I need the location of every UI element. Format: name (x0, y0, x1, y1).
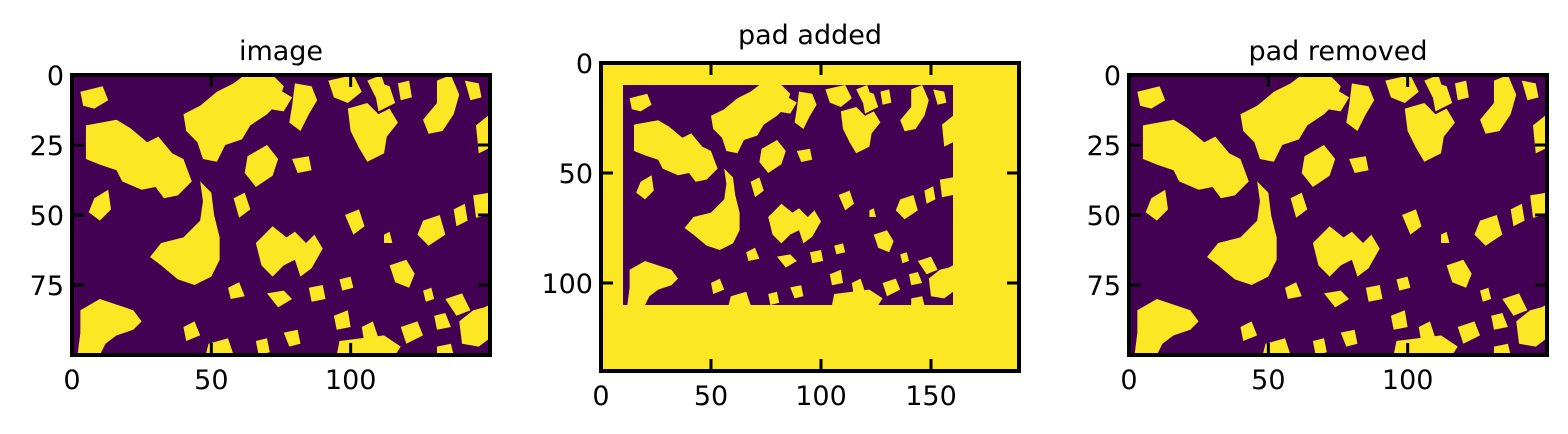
x-tick-label: 0 (592, 381, 609, 412)
x-axis: 0 50 100 (63, 75, 376, 396)
panel-title: pad added (738, 20, 882, 51)
panel-image: image 0 50 100 0 25 50 75 (30, 36, 492, 396)
panel-pad-added: pad added 0 50 100 150 0 50 100 (541, 20, 1021, 412)
y-tick-label: 0 (47, 61, 64, 92)
x-tick-label: 100 (1382, 365, 1434, 396)
x-tick-label: 100 (325, 365, 377, 396)
y-tick-label: 25 (30, 131, 64, 162)
y-tick-label: 50 (30, 201, 64, 232)
x-tick-label: 50 (1251, 365, 1285, 396)
x-axis: 0 50 100 150 (592, 63, 957, 412)
x-tick-label: 100 (795, 381, 847, 412)
axes-frame (599, 61, 1021, 373)
y-tick-label: 50 (1087, 201, 1121, 232)
y-axis: 0 25 50 75 (30, 61, 490, 302)
y-tick-label: 0 (576, 49, 593, 80)
x-tick-label: 0 (63, 365, 80, 396)
y-tick-label: 75 (30, 271, 64, 302)
y-tick-label: 100 (541, 269, 593, 300)
x-tick-label: 150 (905, 381, 957, 412)
heatmap-pad-removed (1129, 75, 1547, 355)
x-tick-label: 50 (694, 381, 728, 412)
y-tick-label: 50 (559, 159, 593, 190)
y-tick-label: 75 (1087, 271, 1121, 302)
y-tick-label: 0 (1104, 61, 1121, 92)
heatmap-image (72, 75, 490, 355)
panel-title: image (239, 36, 323, 67)
heatmap-pad-added (601, 63, 1019, 371)
y-axis: 0 25 50 75 (1087, 61, 1547, 302)
y-axis: 0 50 100 (541, 49, 1019, 300)
panel-pad-removed: pad removed 0 50 100 0 25 50 75 (1087, 36, 1549, 396)
x-axis: 0 50 100 (1120, 75, 1433, 396)
x-tick-label: 50 (194, 365, 228, 396)
y-tick-label: 25 (1087, 131, 1121, 162)
x-tick-label: 0 (1120, 365, 1137, 396)
panel-title: pad removed (1248, 36, 1427, 67)
